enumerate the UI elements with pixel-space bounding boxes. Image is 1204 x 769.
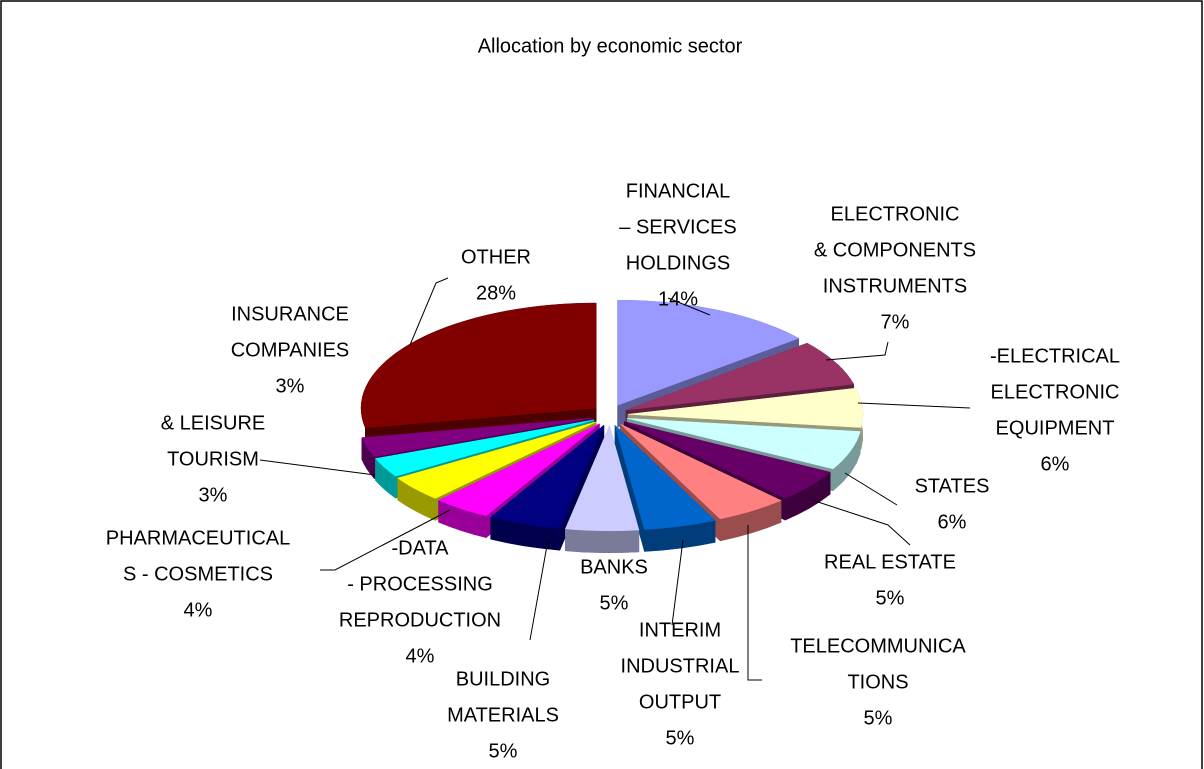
- slice-label: BUILDING: [456, 668, 550, 690]
- value-label: 4%: [406, 645, 435, 667]
- value-label: 7%: [881, 311, 910, 333]
- slice-label: FINANCIAL: [626, 180, 730, 202]
- slice-label: & COMPONENTS: [814, 239, 976, 261]
- leader-line: [320, 509, 451, 571]
- leader-line: [825, 341, 889, 361]
- value-label: 5%: [600, 592, 629, 614]
- slice-label: REPRODUCTION: [339, 609, 501, 631]
- slice-label: OTHER: [461, 246, 531, 268]
- slice: [490, 424, 605, 529]
- leader-line: [747, 525, 762, 681]
- slice-label: - PROCESSING: [347, 573, 493, 595]
- leader-line: [259, 459, 376, 476]
- value-label: 14%: [658, 288, 698, 310]
- value-label: 4%: [184, 599, 213, 621]
- slice: [627, 418, 861, 470]
- slice-label: INDUSTRIAL: [621, 655, 740, 677]
- slice: [437, 423, 600, 516]
- slice-group: [614, 424, 716, 552]
- value-label: 5%: [489, 740, 518, 762]
- slice-label: INSURANCE: [231, 303, 349, 325]
- value-label: 5%: [876, 587, 905, 609]
- slice-label: & LEISURE: [161, 412, 265, 434]
- slice-label: EQUIPMENT: [996, 417, 1115, 439]
- leader-line: [811, 499, 911, 546]
- value-label: 3%: [199, 484, 228, 506]
- slice: [624, 421, 831, 499]
- slice-label: PHARMACEUTICAL: [106, 527, 290, 549]
- slice-label: HOLDINGS: [626, 252, 730, 274]
- slice: [627, 387, 864, 428]
- value-label: 3%: [276, 375, 305, 397]
- slice-label: ELECTRONIC: [831, 203, 960, 225]
- slice-label: TOURISM: [167, 448, 259, 470]
- slice-label: BANKS: [580, 556, 648, 578]
- value-label: 5%: [666, 727, 695, 749]
- value-label: 6%: [938, 511, 967, 533]
- slice-label: -DATA: [391, 537, 449, 559]
- slice-label: ELECTRONIC: [991, 381, 1120, 403]
- slice-side: [565, 528, 640, 553]
- slice-group: [490, 424, 605, 551]
- slice: [565, 425, 640, 532]
- slice: [360, 302, 597, 429]
- value-label: 28%: [476, 282, 516, 304]
- slice-label: REAL ESTATE: [824, 551, 956, 573]
- leader-line: [667, 297, 711, 316]
- leader-line: [529, 539, 549, 641]
- slice: [625, 342, 855, 411]
- slice-label: -ELECTRICAL: [990, 345, 1120, 367]
- slice-label: OUTPUT: [639, 691, 721, 713]
- slice-group: [565, 425, 640, 553]
- slice-label: STATES: [915, 475, 990, 497]
- leader-line: [857, 402, 971, 409]
- leader-line: [409, 277, 449, 346]
- slice-label: MATERIALS: [447, 704, 559, 726]
- slice-label: TIONS: [847, 671, 908, 693]
- leader-line: [671, 539, 684, 626]
- slice: [614, 424, 716, 530]
- value-label: 5%: [864, 707, 893, 729]
- chart-title: Allocation by economic sector: [478, 35, 743, 57]
- slice: [361, 417, 593, 457]
- slice-label: COMPANIES: [231, 339, 350, 361]
- slice: [374, 419, 595, 477]
- slice: [617, 299, 800, 406]
- slice-label: – SERVICES: [619, 216, 736, 238]
- slice-label: INTERIM: [639, 619, 721, 641]
- leader-line: [844, 472, 898, 506]
- slice-label: S - COSMETICS: [123, 563, 273, 585]
- slice: [619, 423, 782, 520]
- slice: [397, 421, 597, 499]
- value-label: 6%: [1041, 453, 1070, 475]
- slice-label: INSTRUMENTS: [823, 275, 967, 297]
- slice-label: TELECOMMUNICA: [790, 635, 966, 657]
